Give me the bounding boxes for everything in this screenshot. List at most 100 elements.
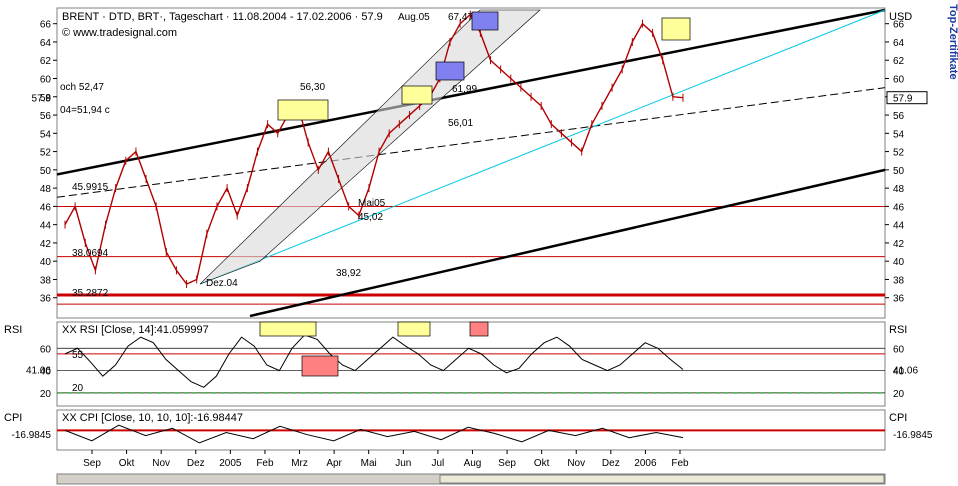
price-annotation: 67,47 bbox=[448, 12, 473, 23]
x-tick-label: 2005 bbox=[219, 458, 242, 469]
price-tick-label-right: 42 bbox=[893, 239, 905, 250]
x-tick-label: Sep bbox=[498, 458, 516, 469]
trend-line-dashed bbox=[56, 87, 886, 198]
cpi-last-right: -16.9845 bbox=[893, 430, 933, 441]
price-tick-label-right: 60 bbox=[893, 75, 905, 86]
x-tick-label: Nov bbox=[152, 458, 170, 469]
price-annotation: 35.2872 bbox=[72, 288, 109, 299]
price-tick-label-right: 36 bbox=[893, 294, 905, 305]
x-tick-label: Mrz bbox=[291, 458, 308, 469]
x-tick-label: Feb bbox=[671, 458, 689, 469]
price-tick-label-left: 42 bbox=[40, 239, 52, 250]
x-tick-label: Dez bbox=[602, 458, 620, 469]
price-tick-label-left: 52 bbox=[40, 148, 52, 159]
rsi-highlight-box bbox=[301, 355, 339, 377]
rsi-highlight-box bbox=[469, 321, 489, 337]
price-tick-label-left: 64 bbox=[40, 38, 52, 49]
price-annotation: 04=51,94 c bbox=[60, 105, 110, 116]
rsi-highlight-box bbox=[259, 321, 317, 337]
axis-layer: Sep Okt Nov Dez 2005 Feb Mrz Apr Mai Jun Jul Aug Sep… bbox=[83, 450, 689, 469]
price-tick-label-left: 62 bbox=[40, 56, 52, 67]
price-tick-label-left: 54 bbox=[40, 129, 52, 140]
price-tick-label-right: 40 bbox=[893, 257, 905, 268]
price-tick-label-right: 56 bbox=[893, 111, 905, 122]
price-tick-label-left: 60 bbox=[40, 75, 52, 86]
x-tick-label: Apr bbox=[326, 458, 342, 469]
rsi-tick-left: 20 bbox=[40, 389, 52, 400]
chart-title: BRENT · DTD, BRT·, Tageschart · 11.08.20… bbox=[62, 11, 383, 23]
price-series-line bbox=[64, 13, 684, 285]
price-annotation: 61,99 bbox=[452, 84, 477, 95]
price-last-box bbox=[886, 91, 928, 105]
price-tick-label-right: 50 bbox=[893, 166, 905, 177]
cpi-title: XX CPI [Close, 10, 10, 10]:-16.98447 bbox=[62, 412, 243, 424]
price-tick-label-left: 56 bbox=[40, 111, 52, 122]
price-last-right: 57.9 bbox=[893, 94, 913, 105]
rsi-tick-left: 60 bbox=[40, 344, 52, 355]
price-annotation: 45,02 bbox=[358, 212, 383, 223]
rsi-tick-right: 40 bbox=[893, 367, 905, 378]
scrollbar-thumb[interactable] bbox=[439, 474, 885, 484]
cpi-last-left: -16.9845 bbox=[12, 430, 52, 441]
price-tick-label-right: 52 bbox=[893, 148, 905, 159]
price-tick-label-left: 48 bbox=[40, 184, 52, 195]
price-tick-label-right: 46 bbox=[893, 202, 905, 213]
price-annotation: 56,01 bbox=[448, 118, 473, 129]
rsi-title: XX RSI [Close, 14]:41.059997 bbox=[62, 324, 209, 336]
highlight-box bbox=[277, 99, 329, 121]
cpi-series-line bbox=[64, 424, 684, 444]
rsi-level-20-label: 20 bbox=[72, 383, 84, 394]
x-tick-label: 2006 bbox=[634, 458, 657, 469]
currency-label: USD bbox=[889, 11, 912, 23]
price-layer: 36 36 38 38 40 40 42 42 44 44 46 46 48 48 50 50 52 52 54 54… bbox=[32, 8, 928, 318]
rsi-left-label: RSI bbox=[4, 324, 22, 336]
cpi-left-label: CPI bbox=[4, 412, 22, 424]
price-tick-label-right: 44 bbox=[893, 221, 905, 232]
price-annotation: 38,92 bbox=[336, 268, 361, 279]
x-tick-label: Okt bbox=[119, 458, 135, 469]
price-tick-label-left: 50 bbox=[40, 166, 52, 177]
price-annotation: Dez.04 bbox=[206, 278, 238, 289]
rsi-right-label: RSI bbox=[889, 324, 907, 336]
price-tick-label-right: 62 bbox=[893, 56, 905, 67]
x-tick-label: Sep bbox=[83, 458, 101, 469]
cpi-layer: -16.9845 -16.9845 bbox=[12, 424, 933, 444]
price-tick-label-right: 64 bbox=[893, 38, 905, 49]
watermark: © www.tradesignal.com bbox=[62, 27, 177, 39]
x-tick-label: Feb bbox=[256, 458, 274, 469]
rsi-last-left: 41.06 bbox=[26, 365, 51, 376]
price-tick-label-left: 58 bbox=[40, 93, 52, 104]
price-tick-label-left: 66 bbox=[40, 20, 52, 31]
rsi-tick-right: 20 bbox=[893, 389, 905, 400]
price-last-left: 57.9 bbox=[32, 94, 52, 105]
trend-line bbox=[249, 168, 886, 318]
x-tick-label: Aug bbox=[464, 458, 482, 469]
rsi-layer: 20 20 40 40 60 60 55 20 41.06 41.06 bbox=[26, 321, 918, 400]
price-tick-label-right: 38 bbox=[893, 275, 905, 286]
rsi-series-line bbox=[64, 334, 684, 388]
price-annotation: 56,30 bbox=[300, 82, 325, 93]
x-tick-label: Jul bbox=[431, 458, 444, 469]
x-tick-label: Dez bbox=[187, 458, 205, 469]
price-annotation: och 52,47 bbox=[60, 82, 104, 93]
x-tick-label: Jun bbox=[395, 458, 411, 469]
time-axis bbox=[57, 452, 885, 472]
highlight-box bbox=[401, 85, 433, 105]
cpi-right-label: CPI bbox=[889, 412, 907, 424]
price-annotation: Aug.05 bbox=[398, 12, 430, 23]
price-tick-label-left: 44 bbox=[40, 221, 52, 232]
price-annotation: Mai05 bbox=[358, 198, 386, 209]
rsi-highlight-box bbox=[397, 321, 431, 337]
trend-line bbox=[56, 8, 886, 176]
rsi-last-right: 41.06 bbox=[893, 365, 918, 376]
price-tick-label-left: 46 bbox=[40, 202, 52, 213]
price-tick-label-left: 36 bbox=[40, 294, 52, 305]
side-brand: Top-Zertifikate bbox=[947, 4, 958, 80]
price-annotation: 45.9915 bbox=[72, 182, 109, 193]
x-tick-label: Nov bbox=[567, 458, 585, 469]
price-tick-label-left: 38 bbox=[40, 275, 52, 286]
price-tick-label-left: 40 bbox=[40, 257, 52, 268]
price-tick-label-right: 48 bbox=[893, 184, 905, 195]
